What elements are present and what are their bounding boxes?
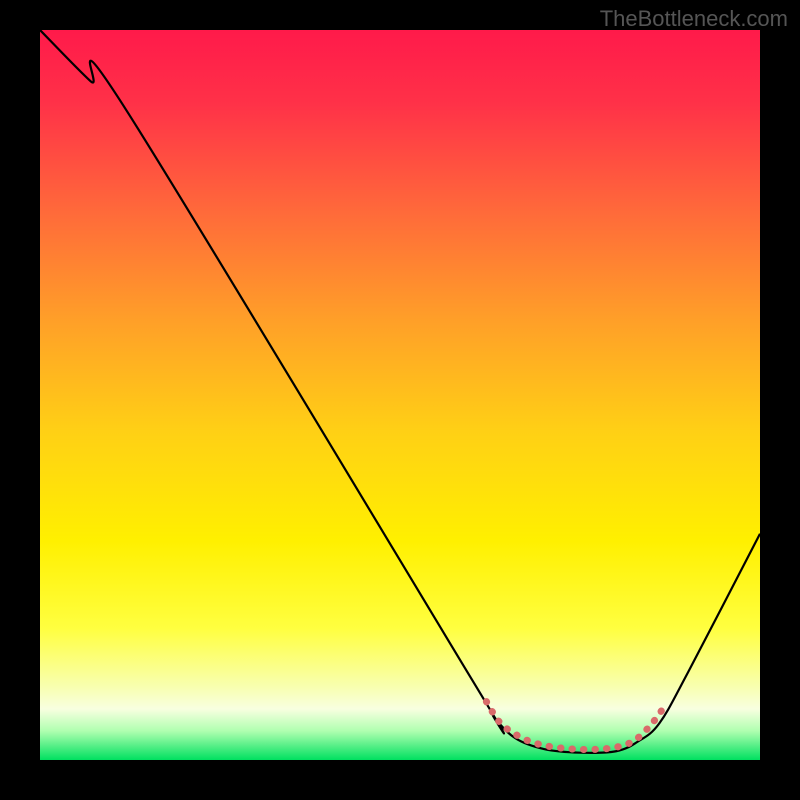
bottleneck-curve-chart: [40, 30, 760, 760]
watermark-text: TheBottleneck.com: [600, 6, 788, 32]
curve-layer: [40, 30, 760, 760]
bottleneck-curve: [40, 30, 760, 753]
